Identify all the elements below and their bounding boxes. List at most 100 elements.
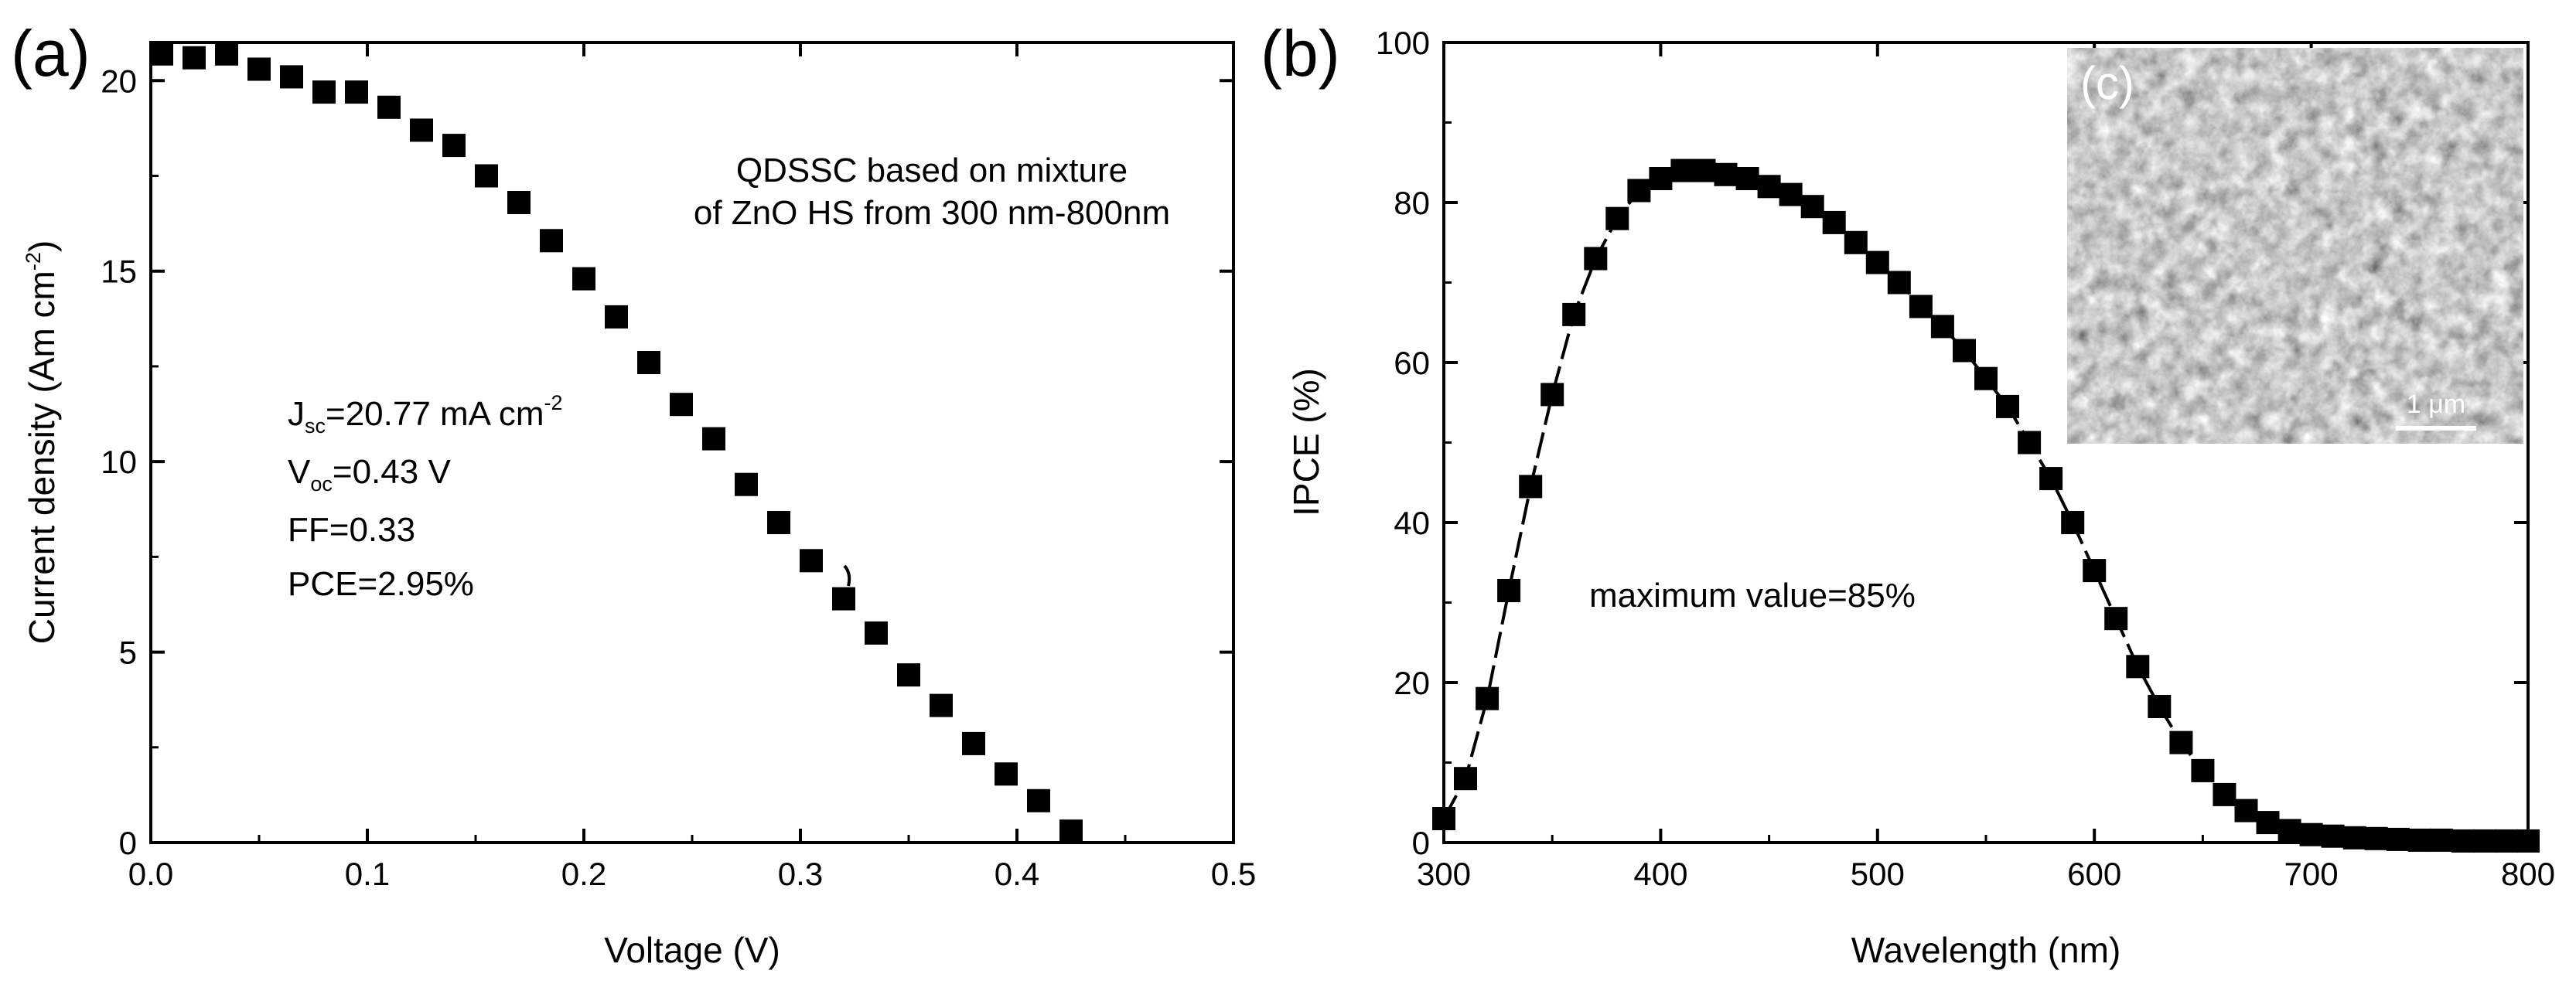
panel-a-data-point: [507, 191, 531, 214]
inset-c-label: (c): [2080, 57, 2134, 109]
panel-a-x-tick-label: 0.0: [128, 856, 173, 892]
panel-a-x-tick-label: 0.1: [345, 856, 390, 892]
voc-parameter: Voc=0.43 V: [288, 453, 451, 496]
panel-b-data-point: [2256, 811, 2280, 835]
panel-b-data-point: [1800, 195, 1824, 219]
panel-a-data-point: [702, 427, 725, 451]
panel-b-y-tick-label: 100: [1376, 25, 1430, 61]
panel-a-y-tick-label: 5: [119, 635, 137, 671]
ff-parameter: FF=0.33: [288, 511, 415, 549]
panel-b-data-point: [1497, 579, 1521, 602]
panel-b-data-point: [2169, 730, 2193, 754]
panel-b-data-point: [2061, 511, 2085, 534]
panel-b-data-point: [2083, 559, 2107, 583]
panel-b-y-tick-label: 0: [1412, 825, 1430, 861]
panel-a-data-point: [800, 549, 823, 573]
panel-a-data-point: [345, 80, 368, 104]
panel-a-data-point: [605, 305, 628, 329]
panel-a-data-point: [475, 164, 498, 188]
panel-a-data-point: [897, 663, 920, 687]
panel-a-x-tick-label: 0.5: [1211, 856, 1256, 892]
panel-b-data-point: [2495, 829, 2518, 853]
panel-b-axis-ticks: 300 400 500 600 700 800 0 20 40 60 80 100: [1376, 25, 2555, 892]
panel-a-stray-curve-mark: [843, 564, 851, 587]
panel-b-data-point: [1735, 167, 1759, 190]
panel-b-data-point: [2364, 826, 2388, 850]
panel-a-axis-ticks: 0.0 0.1 0.2 0.3 0.4 0.5 0 5 10 15 20: [101, 43, 1256, 892]
panel-b-data-point: [1953, 339, 1976, 363]
scale-bar-label: 1 μm: [2407, 390, 2465, 419]
panel-b-data-point: [1540, 383, 1564, 407]
panel-a-data-point: [377, 95, 401, 119]
panel-b-data-point: [2451, 829, 2475, 853]
panel-a-data-point: [312, 80, 336, 104]
panel-a-annotation-line2: of ZnO HS from 300 nm-800nm: [694, 194, 1170, 232]
panel-a-data-point: [215, 42, 238, 66]
panel-b-chart: (b) 300 400 500 600 700 800 0 20 40 60 80 100 Wavel…: [1261, 17, 2555, 970]
panel-b-data-point: [1974, 366, 1998, 390]
panel-b-data-point: [2039, 467, 2063, 491]
panel-b-data-point: [2018, 431, 2042, 455]
panel-a-data-point: [995, 762, 1018, 786]
panel-a-y-tick-label: 20: [101, 63, 137, 99]
panel-b-y-tick-label: 40: [1394, 505, 1430, 541]
panel-b-data-point: [1865, 250, 1889, 274]
panel-b-data-point: [2148, 695, 2172, 718]
panel-b-data-point: [1757, 175, 1781, 199]
panel-a-data-point: [637, 351, 660, 374]
panel-b-data-point: [2386, 827, 2410, 851]
panel-b-data-point: [2516, 829, 2540, 853]
panel-b-data-point: [1649, 167, 1673, 190]
panel-a-data-point: [1059, 819, 1083, 843]
panel-b-x-tick-label: 600: [2067, 856, 2121, 892]
panel-b-x-tick-label: 400: [1633, 856, 1687, 892]
sem-inset: (c) 1 μm: [2067, 48, 2523, 444]
panel-b-data-point: [1692, 158, 1716, 182]
panel-b-data-point: [1584, 247, 1608, 271]
panel-a-y-axis-title: Current density (Am cm-2): [22, 240, 62, 644]
panel-a-data-point: [150, 42, 173, 66]
panel-b-data-point: [2299, 822, 2323, 846]
panel-b-label: (b): [1261, 17, 1340, 90]
panel-b-data-point: [1822, 210, 1846, 234]
panel-b-x-axis-title: Wavelength (nm): [1851, 930, 2121, 970]
panel-b-data-point: [2104, 607, 2128, 631]
panel-b-data-point: [2126, 655, 2150, 679]
panel-a-data-point: [442, 134, 466, 158]
panel-a-x-tick-label: 0.3: [778, 856, 823, 892]
panel-b-data-point: [1519, 475, 1543, 499]
panel-a-data-point: [410, 118, 433, 142]
panel-a-data-point: [735, 472, 758, 496]
panel-b-x-tick-label: 500: [1851, 856, 1905, 892]
panel-a-data-points: [150, 42, 1083, 843]
panel-b-data-point: [2277, 819, 2301, 843]
panel-b-data-point: [1432, 807, 1455, 830]
sem-micrograph-image: [2067, 48, 2523, 444]
panel-b-x-tick-label: 700: [2284, 856, 2339, 892]
jsc-parameter: Jsc=20.77 mA cm-2: [288, 391, 563, 438]
panel-b-annotation: maximum value=85%: [1589, 577, 1916, 615]
panel-b-data-point: [1714, 162, 1738, 186]
panel-b-data-point: [2234, 799, 2258, 822]
panel-b-y-axis-title: IPCE (%): [1286, 368, 1326, 516]
panel-a-y-tick-label: 15: [101, 254, 137, 290]
panel-a-data-point: [767, 511, 790, 534]
panel-a-data-point: [832, 587, 855, 611]
panel-b-data-point: [2429, 828, 2453, 852]
panel-b-data-point: [1844, 230, 1868, 254]
panel-a-data-point: [1027, 788, 1050, 812]
panel-b-data-point: [1930, 315, 1954, 339]
panel-b-data-point: [1605, 206, 1629, 230]
panel-b-data-point: [1670, 158, 1694, 182]
panel-a-data-point: [930, 693, 953, 717]
panel-a-x-axis-title: Voltage (V): [604, 930, 780, 970]
panel-a-y-tick-label: 0: [119, 825, 137, 861]
panel-b-data-point: [1476, 686, 1500, 710]
panel-b-data-point: [2321, 824, 2345, 848]
panel-b-data-point: [2213, 782, 2237, 806]
panel-a-annotation-line1: QDSSC based on mixture: [736, 152, 1128, 189]
panel-a-data-point: [183, 46, 206, 70]
panel-b-data-point: [2191, 758, 2215, 782]
panel-b-x-tick-label: 300: [1417, 856, 1471, 892]
